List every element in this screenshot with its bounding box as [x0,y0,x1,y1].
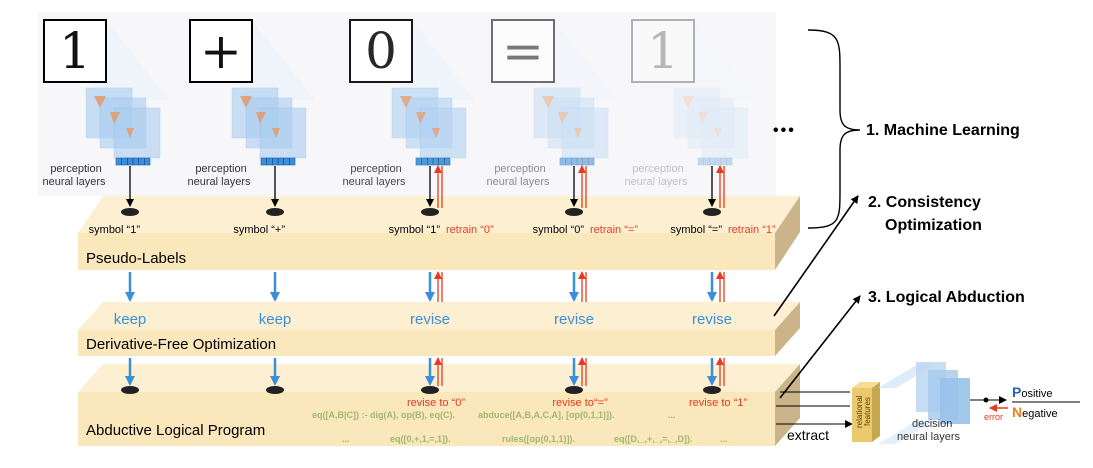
relational-features-block: relational features [852,382,880,442]
pseudo-label-node [121,208,139,216]
digit-image-box [43,19,107,83]
relational-features-label-1: relational [855,395,864,428]
column-3: 0 perception neural layers [343,19,475,188]
arrow-to-consistency [773,195,859,317]
retrain-label: retrain “=” [590,224,638,236]
symbol-label: symbol “0” [533,224,585,236]
code-line: eq([0,+,1,=,1]). [390,434,451,444]
code-line: eq([D,_,+,_,=,_,D]). [614,434,693,444]
digit-image-box [189,19,253,83]
code-line: rules([op(0,1,1)]). [502,434,575,444]
symbol-label: symbol “=” [670,224,722,236]
column-4: = perception neural layers [487,19,617,188]
alp-title: Abductive Logical Program [86,422,265,439]
digit-image-box [349,19,413,83]
ellipsis: ••• [773,122,796,139]
pseudo-labels-title: Pseudo-Labels [86,250,186,267]
symbol-label: symbol “+” [233,224,285,236]
abduction-node [421,386,439,394]
extract-label: extract [787,427,829,443]
code-line: eq([A,B|C]) :- dig(A), op(B), eq(C). [312,410,455,420]
layer-abductive-logical-program [78,364,800,446]
dfo-action-label: keep [114,311,147,328]
step-logical-abduction: 3. Logical Abduction [868,289,1025,306]
decision-neural-layers [878,362,989,444]
column-2: + perception neural layers [188,19,315,188]
handwritten-digit: 0 [365,22,397,80]
symbol-label: symbol “1” [89,224,141,236]
abduction-node [565,386,583,394]
perception-label: perception neural layers [188,163,251,188]
dfo-action-label: keep [259,311,292,328]
pseudo-label-node [266,208,284,216]
handwritten-digit: = [502,22,544,80]
relational-features-label-2: features [863,397,872,426]
symbol-label: symbol “1” [389,224,441,236]
dfo-action-label: revise [692,311,732,328]
retrain-label: retrain “1” [728,224,776,236]
pseudo-label-node [703,208,721,216]
layer-derivative-free-optimization [78,302,800,356]
column-1-flow: symbol “1” keep [89,166,147,394]
arrow-to-abduction [779,295,861,399]
curly-brace [807,29,861,229]
revise-to-label: revise to“=” [552,397,608,409]
abduction-node [266,386,284,394]
label-negative: Negative [1012,404,1058,420]
column-3-flow: symbol “1” retrain “0” revise revise to “0” [389,165,494,409]
revise-to-label: revise to “1” [689,397,747,409]
handwritten-digit: + [200,22,242,80]
abduction-node [121,386,139,394]
retrain-label: retrain “0” [446,224,494,236]
decision-label-2: neural layers [897,431,960,443]
column-5-flow: symbol “=” retrain “1” revise revise to “1” [670,165,776,409]
decision-label-1: decision [912,418,952,430]
column-5: 1 perception neural layers [625,19,757,188]
column-2-flow: symbol “+” keep [233,166,291,394]
code-line: ... [668,410,676,420]
perception-label: perception neural layers [343,163,406,188]
perception-label: perception neural layers [625,163,688,188]
code-line: ... [720,434,728,444]
perception-label: perception neural layers [487,163,550,188]
handwritten-digit: 1 [59,22,91,80]
step-optimization: Optimization [885,217,982,234]
dfo-action-label: revise [410,311,450,328]
column-4-flow: symbol “0” retrain “=” revise revise to“=” [533,165,638,409]
column-1: 1 perception neural layers [43,19,169,188]
code-line: ... [342,434,350,444]
pseudo-label-node [421,208,439,216]
abduction-node [703,386,721,394]
revise-to-label: revise to “0” [407,397,465,409]
perception-label: perception neural layers [43,163,106,188]
layer-pseudo-labels [78,196,800,270]
dfo-action-label: revise [554,311,594,328]
dfo-title: Derivative-Free Optimization [86,336,276,353]
code-line: abduce([A,B,A,C,A], [op(0,1,1)]). [478,410,615,420]
digit-image-box [631,19,695,83]
label-positive: Positive [1012,384,1053,400]
error-label: error [984,412,1003,422]
digit-image-box [491,19,555,83]
step-consistency: 2. Consistency [868,194,981,211]
pseudo-label-node [565,208,583,216]
handwritten-digit: 1 [647,22,679,80]
step-machine-learning: 1. Machine Learning [866,122,1020,139]
feature-vector [697,157,733,166]
